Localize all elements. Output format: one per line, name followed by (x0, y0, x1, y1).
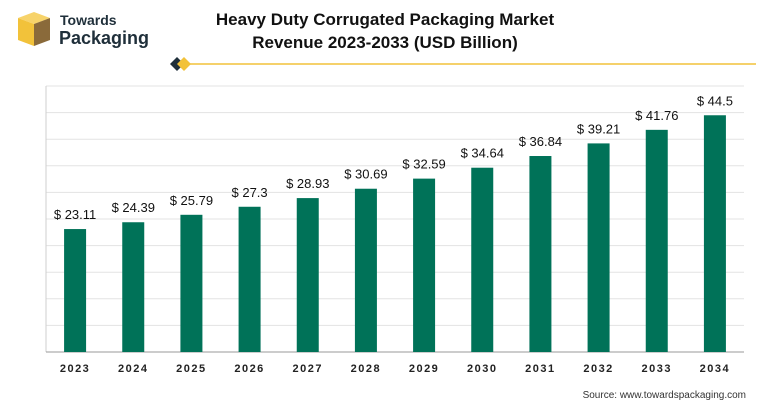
title-divider (170, 57, 756, 71)
data-label: $ 34.64 (461, 146, 504, 161)
data-label: $ 30.69 (344, 167, 387, 182)
x-tick-label: 2028 (351, 363, 381, 375)
x-tick-label: 2027 (293, 363, 323, 375)
data-label: $ 41.76 (635, 108, 678, 123)
x-tick-label: 2026 (234, 363, 264, 375)
bar (122, 222, 145, 352)
data-label: $ 27.3 (232, 185, 268, 200)
x-tick-label: 2029 (409, 363, 439, 375)
brand-logo: Towards Packaging (14, 8, 174, 52)
diamond-icon (177, 57, 191, 71)
cube-logo-icon (18, 12, 50, 46)
data-label: $ 28.93 (286, 176, 329, 191)
chart-title: Heavy Duty Corrugated Packaging Market R… (215, 10, 555, 52)
bar (238, 206, 261, 352)
x-tick-label: 2025 (176, 363, 206, 375)
x-tick-label: 2030 (467, 363, 497, 375)
bar (413, 178, 436, 352)
data-label: $ 44.5 (697, 93, 733, 108)
bar (529, 156, 552, 352)
data-label: $ 39.21 (577, 121, 620, 136)
brand-name-line2: Packaging (59, 28, 150, 48)
x-tick-label: 2024 (118, 363, 148, 375)
brand-name-line1: Towards (60, 12, 117, 28)
x-tick-label: 2023 (60, 363, 90, 375)
data-label: $ 24.39 (112, 200, 155, 215)
bar (180, 214, 203, 352)
source-note: Source: www.towardspackaging.com (582, 390, 746, 401)
data-label: $ 23.11 (54, 207, 96, 222)
bar (587, 143, 610, 352)
bar (354, 188, 377, 352)
data-label: $ 36.84 (519, 134, 562, 149)
x-tick-label: 2033 (642, 363, 672, 375)
bar (471, 167, 494, 352)
x-tick-label: 2034 (700, 363, 730, 375)
x-tick-label: 2032 (583, 363, 613, 375)
data-label: $ 25.79 (170, 193, 213, 208)
bar (296, 198, 319, 352)
data-label: $ 32.59 (402, 157, 445, 172)
bar (64, 229, 87, 352)
x-tick-label: 2031 (525, 363, 555, 375)
bar (703, 115, 726, 352)
bar (645, 129, 668, 352)
